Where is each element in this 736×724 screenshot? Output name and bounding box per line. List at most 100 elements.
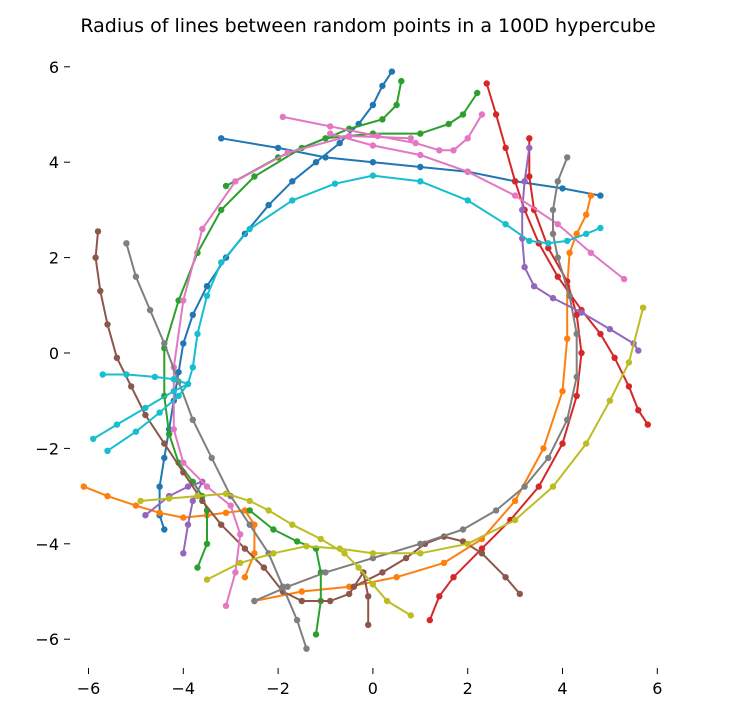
data-point (346, 583, 353, 590)
data-point (289, 521, 296, 528)
y-tick-label: 0 (49, 344, 59, 363)
data-point (625, 383, 633, 390)
data-point (573, 230, 580, 237)
data-point (379, 116, 386, 123)
data-point (289, 178, 296, 185)
data-point (407, 612, 414, 619)
data-point (203, 283, 211, 290)
data-point (549, 483, 557, 490)
data-point (260, 564, 268, 571)
data-point (625, 359, 633, 366)
y-tick-label: 4 (49, 153, 59, 172)
data-point (142, 411, 149, 419)
data-point (417, 163, 424, 171)
data-point (251, 597, 258, 605)
data-point (464, 197, 471, 204)
data-point (365, 621, 372, 629)
data-point (554, 221, 561, 228)
data-point (331, 180, 339, 187)
data-point (336, 139, 343, 147)
data-point (104, 321, 111, 328)
data-point (184, 521, 192, 528)
data-point (545, 244, 552, 252)
data-point (606, 325, 614, 333)
y-tick-label: −6 (35, 630, 59, 649)
data-point (502, 221, 509, 228)
data-point (222, 602, 230, 609)
data-point (203, 576, 211, 583)
data-point (478, 545, 486, 552)
data-point (94, 228, 102, 235)
series-2 (80, 192, 595, 605)
data-point (566, 292, 573, 299)
data-point (237, 559, 244, 567)
data-point (156, 509, 163, 516)
data-point (369, 581, 377, 588)
data-point (218, 135, 225, 142)
data-point (369, 554, 377, 562)
data-point (327, 123, 334, 130)
data-point (450, 147, 457, 154)
data-point (203, 292, 211, 299)
data-point (199, 497, 206, 505)
data-point (142, 404, 149, 412)
data-point (578, 309, 585, 316)
data-point (620, 275, 628, 283)
data-point (137, 497, 144, 505)
data-point (402, 554, 410, 562)
series-line (206, 306, 645, 581)
data-point (573, 373, 580, 381)
data-point (132, 502, 140, 509)
data-point (156, 483, 163, 490)
data-point (478, 550, 486, 557)
data-point (393, 574, 400, 581)
data-point (180, 514, 187, 521)
data-point (564, 335, 571, 342)
data-point (341, 550, 348, 557)
data-point (222, 509, 230, 516)
data-point (526, 135, 533, 142)
data-point (521, 178, 528, 185)
data-point (436, 147, 443, 154)
data-point (459, 538, 467, 545)
data-point (237, 531, 244, 538)
x-tick-label: 4 (557, 679, 567, 698)
data-point (350, 583, 358, 590)
data-point (554, 273, 561, 280)
data-point (549, 294, 557, 302)
data-point (189, 311, 196, 318)
data-point (564, 237, 571, 245)
data-point (644, 421, 651, 428)
data-point (559, 388, 566, 395)
data-point (92, 254, 99, 261)
x-tick-label: 6 (652, 679, 662, 698)
data-point (502, 574, 509, 581)
series-10 (90, 172, 604, 454)
data-point (327, 597, 334, 605)
series-line (253, 156, 578, 602)
data-point (142, 512, 149, 519)
data-point (365, 593, 372, 600)
data-point (312, 159, 320, 166)
data-point (407, 135, 414, 142)
data-point (369, 159, 377, 166)
data-point (369, 101, 377, 109)
data-point (161, 340, 168, 347)
data-point (270, 526, 277, 533)
data-point (412, 139, 419, 147)
data-point (379, 82, 386, 90)
data-point (393, 101, 400, 109)
data-point (180, 340, 187, 347)
data-point (346, 132, 353, 140)
data-point (194, 492, 201, 500)
data-point (180, 469, 187, 476)
series-line (521, 146, 640, 352)
series-3 (161, 77, 481, 638)
data-point (246, 225, 253, 233)
data-point (180, 550, 187, 557)
series-9 (137, 304, 647, 619)
data-point (583, 230, 590, 237)
data-point (519, 206, 526, 214)
data-point (511, 192, 519, 199)
data-point (526, 173, 533, 180)
